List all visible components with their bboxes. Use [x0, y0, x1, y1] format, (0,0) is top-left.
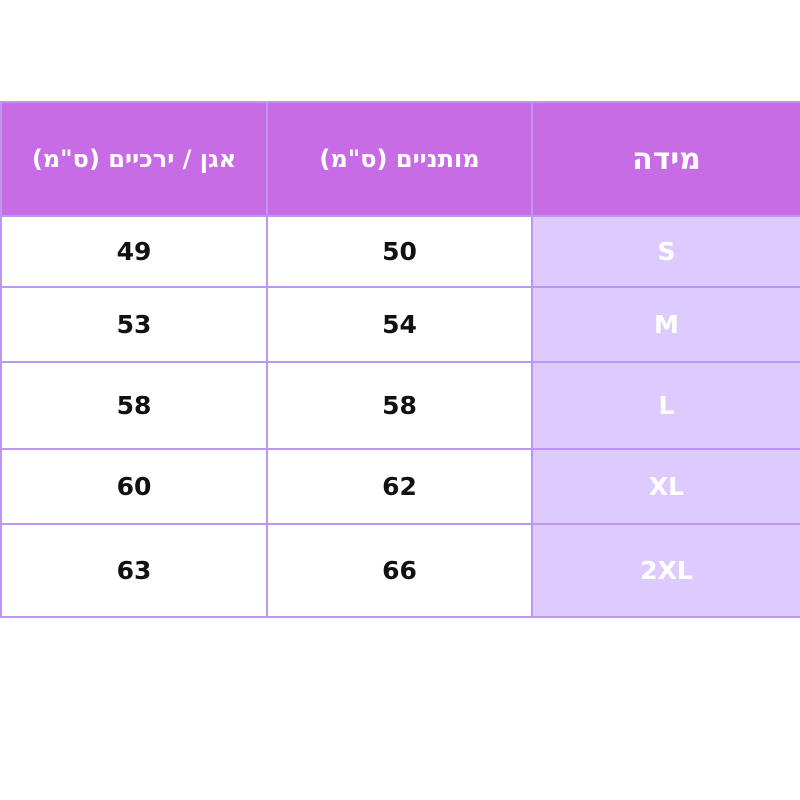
table-row: L 58 58 [0, 361, 800, 450]
header-waist: מותניים (ס"מ) [266, 101, 533, 217]
waist-cell: 66 [266, 523, 533, 618]
waist-cell: 50 [266, 215, 533, 288]
table-row: M 54 53 [0, 286, 800, 363]
size-cell: L [531, 361, 800, 450]
header-size: מידה [531, 101, 800, 217]
hips-cell: 49 [0, 215, 268, 288]
waist-cell: 58 [266, 361, 533, 450]
hips-cell: 60 [0, 448, 268, 525]
header-row: מידה מותניים (ס"מ) אגן / ירכיים (ס"מ) [0, 101, 800, 217]
table-row: 2XL 66 63 [0, 523, 800, 618]
hips-cell: 58 [0, 361, 268, 450]
size-cell: S [531, 215, 800, 288]
size-cell: 2XL [531, 523, 800, 618]
size-chart-table: מידה מותניים (ס"מ) אגן / ירכיים (ס"מ) S … [0, 101, 800, 618]
waist-cell: 54 [266, 286, 533, 363]
header-hips: אגן / ירכיים (ס"מ) [0, 101, 268, 217]
waist-cell: 62 [266, 448, 533, 525]
hips-cell: 53 [0, 286, 268, 363]
size-cell: XL [531, 448, 800, 525]
size-cell: M [531, 286, 800, 363]
table-row: S 50 49 [0, 215, 800, 288]
table-row: XL 62 60 [0, 448, 800, 525]
hips-cell: 63 [0, 523, 268, 618]
